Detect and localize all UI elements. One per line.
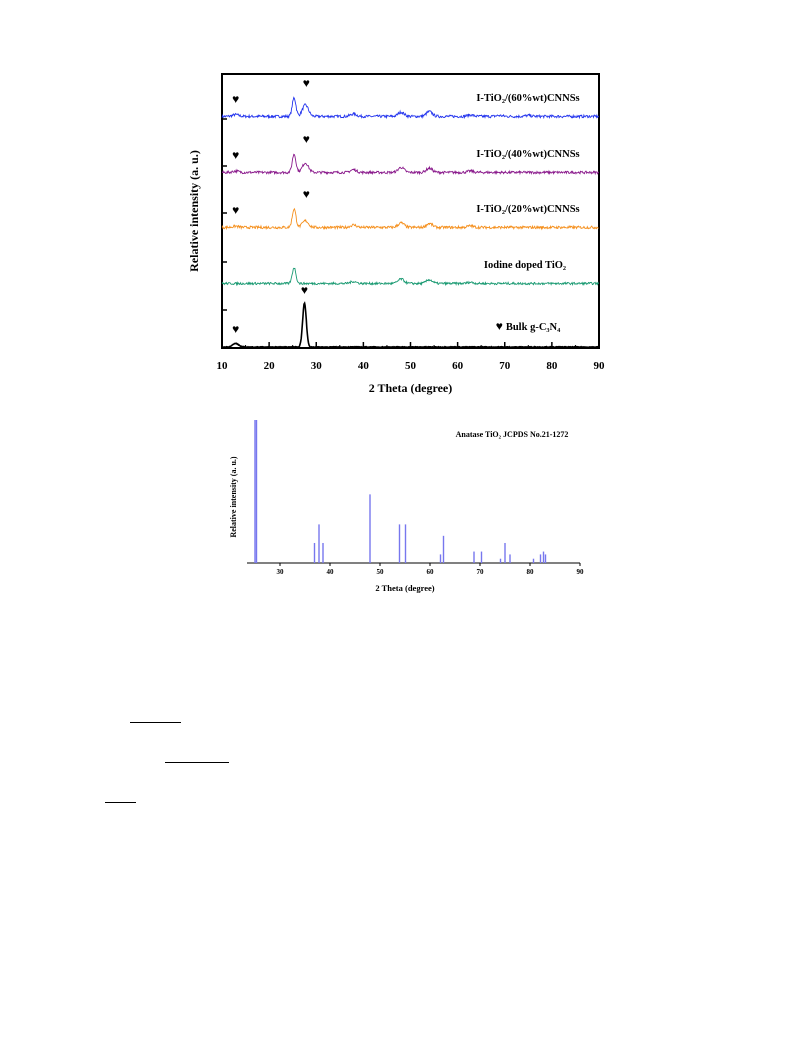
chart2-title: Anatase TiO₂ JCPDS No.21-1272	[456, 430, 569, 439]
series-line-3	[221, 267, 600, 287]
heart-marker: ♥	[303, 76, 310, 90]
xrd-pattern-chart: ♥ ♥ ♥ ♥ ♥ ♥ ♥ ♥ 10 20 30 40 50 60 70 80 90 2 Theta (degr…	[187, 73, 605, 593]
heart-marker: ♥	[303, 187, 310, 201]
heart-marker: ♥	[303, 132, 310, 146]
chart1-x-tick-label: 20	[264, 360, 276, 372]
series-line-1	[221, 153, 600, 176]
chart1-x-tick-label: 10	[217, 360, 229, 372]
series-label-2: I-TiO₂/(20%wt)CNNSs	[476, 204, 579, 215]
chart1-x-axis-label: 2 Theta (degree)	[369, 381, 453, 395]
chart1-labels: 10 20 30 40 50 60 70 80 90 2 Theta (degree) Relati…	[187, 93, 605, 395]
chart2-x-tick-label: 40	[327, 568, 335, 576]
chart1-x-tick-label: 90	[594, 360, 606, 372]
chart2-x-tick-label: 60	[427, 568, 435, 576]
heart-marker: ♥	[232, 148, 239, 162]
heart-marker: ♥	[232, 322, 239, 336]
heart-marker: ♥	[232, 203, 239, 217]
series-label-1: I-TiO₂/(40%wt)CNNSs	[476, 149, 579, 160]
series-label-3: Iodine doped TiO₂	[484, 260, 566, 271]
underline-rule	[130, 722, 181, 723]
chart2-x-tick-label: 30	[277, 568, 285, 576]
chart1-x-tick-label: 80	[546, 360, 558, 372]
series-line-0	[221, 96, 599, 120]
chart1-y-axis-label: Relative intensity (a. u.)	[187, 150, 201, 272]
chart2-labels: 30 40 50 60 70 80 90 Anatase TiO₂ JCPDS No.21-1…	[229, 430, 584, 593]
chart2-axes	[247, 562, 581, 566]
chart1-x-tick-label: 30	[311, 360, 323, 372]
chart1-series-group: ♥ ♥ ♥ ♥ ♥ ♥ ♥ ♥	[221, 76, 600, 349]
heart-marker: ♥	[232, 92, 239, 106]
series-label-4: ♥ Bulk g-C₃N₄	[496, 319, 561, 333]
chart2-y-axis-label: Relative intensity (a. u.)	[229, 456, 238, 537]
chart1-x-tick-label: 70	[499, 360, 511, 372]
chart1-x-tick-label: 50	[405, 360, 417, 372]
chart2-x-tick-label: 80	[527, 568, 535, 576]
chart2-bars-group	[254, 420, 547, 563]
chart2-x-tick-label: 50	[377, 568, 385, 576]
chart2-x-axis-label: 2 Theta (degree)	[375, 583, 434, 593]
chart1-x-tick-label: 40	[358, 360, 370, 372]
chart2-x-tick-label: 70	[477, 568, 485, 576]
underline-rule	[165, 762, 229, 763]
series-line-2	[221, 207, 599, 231]
heart-marker: ♥	[301, 283, 308, 297]
underline-rule	[105, 802, 136, 803]
chart2-x-tick-label: 90	[577, 568, 585, 576]
series-label-0: I-TiO₂/(60%wt)CNNSs	[476, 93, 579, 104]
series-line-4	[221, 301, 600, 349]
chart1-x-tick-label: 60	[452, 360, 464, 372]
